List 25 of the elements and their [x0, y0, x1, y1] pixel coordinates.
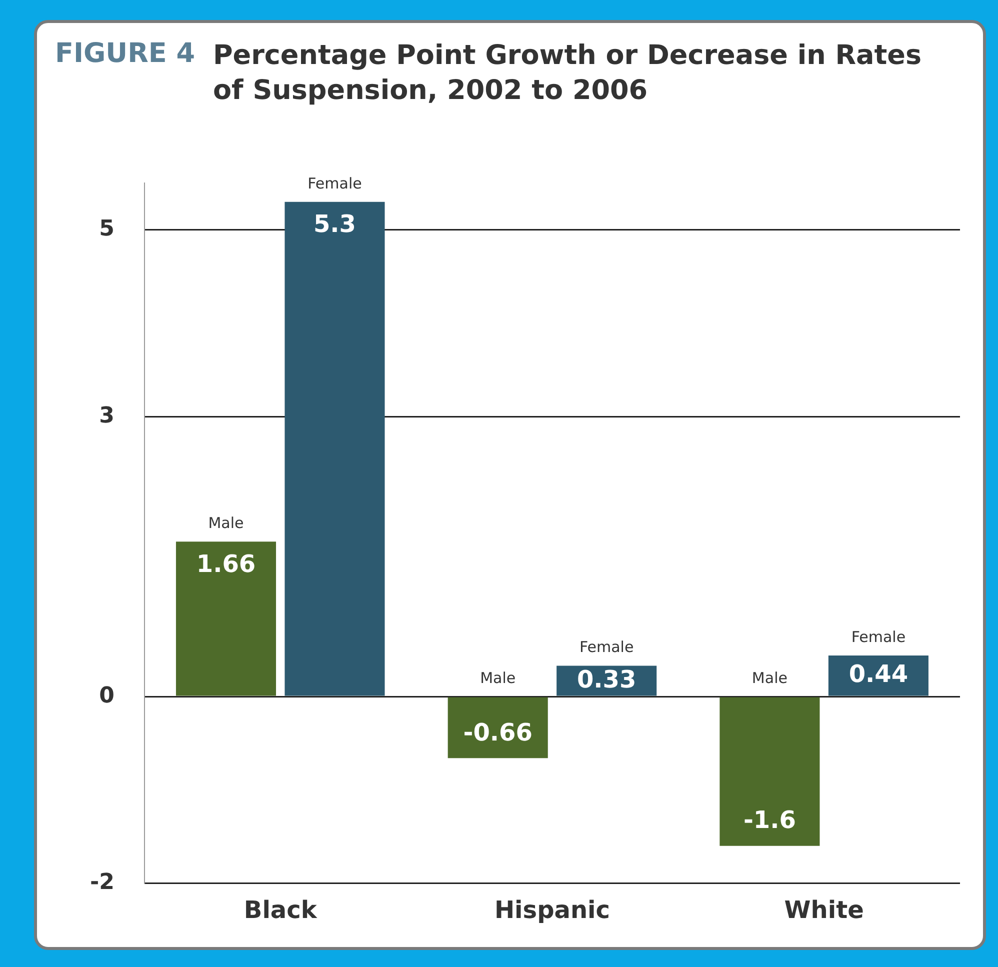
bar — [720, 697, 820, 846]
y-tick-label: 3 — [99, 403, 114, 428]
data-label: 0.33 — [576, 665, 636, 694]
data-label: 1.66 — [196, 550, 256, 578]
text: Female — [579, 638, 634, 656]
bar — [176, 542, 276, 696]
x-tick-label: Black — [244, 896, 318, 924]
x-tick-label: White — [784, 896, 864, 924]
y-tick-label: 5 — [99, 216, 114, 242]
bar — [284, 202, 385, 696]
data-label: 5.3 — [313, 210, 356, 238]
bar — [448, 697, 548, 758]
text: Male — [752, 668, 788, 687]
text: Male — [480, 668, 516, 687]
data-label: -0.66 — [463, 718, 532, 746]
y-tick-label: 0 — [99, 683, 114, 708]
data-label: 0.44 — [848, 660, 908, 688]
series-label: Male — [208, 514, 244, 532]
y-tick-label: -2 — [90, 870, 114, 895]
data-label: -1.6 — [743, 806, 796, 834]
chart-title: Percentage Point Growth or Decrease in Rates of Suspension, 2002 to 2006 — [213, 39, 923, 108]
series-label: Female — [308, 174, 362, 192]
text: Female — [851, 628, 906, 646]
caption: FIGURE 4 — [55, 38, 195, 71]
x-tick-label: Hispanic — [494, 896, 610, 924]
